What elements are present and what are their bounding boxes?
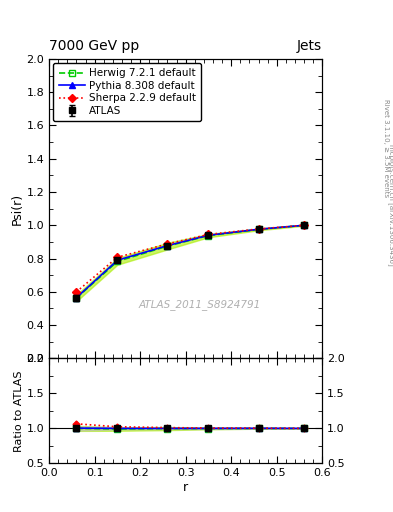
Legend: Herwig 7.2.1 default, Pythia 8.308 default, Sherpa 2.2.9 default, ATLAS: Herwig 7.2.1 default, Pythia 8.308 defau… [53,63,201,121]
X-axis label: r: r [183,481,188,494]
Text: ATLAS_2011_S8924791: ATLAS_2011_S8924791 [138,299,261,310]
Pythia 8.308 default [256,226,261,232]
Pythia 8.308 default [74,294,79,301]
Sherpa 2.2.9 default [256,226,261,232]
Line: Herwig 7.2.1 default: Herwig 7.2.1 default [73,222,308,302]
Text: Rivet 3.1.10, ≥ 3.5M events: Rivet 3.1.10, ≥ 3.5M events [383,99,389,198]
Herwig 7.2.1 default [165,243,170,249]
Sherpa 2.2.9 default [206,231,211,238]
Sherpa 2.2.9 default [74,289,79,295]
Herwig 7.2.1 default [206,232,211,239]
Herwig 7.2.1 default [256,226,261,232]
Y-axis label: Ratio to ATLAS: Ratio to ATLAS [14,370,24,452]
Herwig 7.2.1 default [115,259,120,265]
Pythia 8.308 default [206,232,211,239]
Sherpa 2.2.9 default [165,241,170,247]
Sherpa 2.2.9 default [302,222,307,228]
Sherpa 2.2.9 default [115,254,120,260]
Text: 7000 GeV pp: 7000 GeV pp [49,39,140,53]
Y-axis label: Psi(r): Psi(r) [11,193,24,225]
Line: Sherpa 2.2.9 default: Sherpa 2.2.9 default [73,223,307,294]
Line: Pythia 8.308 default: Pythia 8.308 default [73,222,308,301]
Herwig 7.2.1 default [302,222,307,228]
Text: Jets: Jets [297,39,322,53]
Herwig 7.2.1 default [74,295,79,301]
Pythia 8.308 default [302,222,307,228]
Text: mcplots.cern.ch [arXiv:1306.3436]: mcplots.cern.ch [arXiv:1306.3436] [388,144,393,266]
Pythia 8.308 default [115,257,120,263]
Pythia 8.308 default [165,243,170,249]
